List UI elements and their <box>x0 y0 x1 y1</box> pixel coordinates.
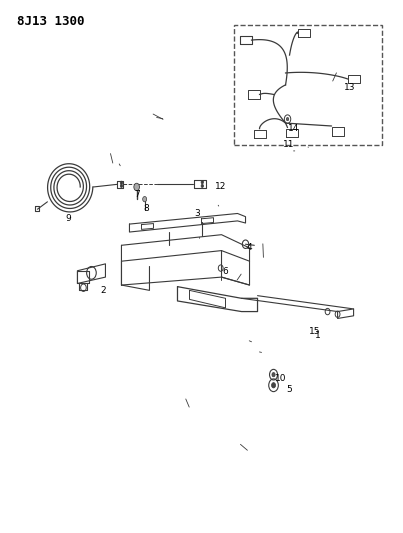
Text: 10: 10 <box>275 374 287 383</box>
Circle shape <box>143 197 147 202</box>
Text: 5: 5 <box>286 385 292 394</box>
Text: 7: 7 <box>135 190 140 199</box>
Circle shape <box>272 383 276 388</box>
Text: 8J13 1300: 8J13 1300 <box>17 14 85 28</box>
Text: 1: 1 <box>315 331 320 340</box>
Circle shape <box>134 183 139 191</box>
Circle shape <box>201 184 204 188</box>
Circle shape <box>272 373 275 377</box>
Text: 15: 15 <box>309 327 320 336</box>
Text: 8: 8 <box>143 204 149 213</box>
Circle shape <box>120 181 123 184</box>
Circle shape <box>201 181 204 184</box>
FancyBboxPatch shape <box>233 25 382 144</box>
Text: 4: 4 <box>247 244 252 253</box>
Text: 14: 14 <box>288 124 299 133</box>
Circle shape <box>287 117 289 120</box>
Text: 13: 13 <box>344 83 355 92</box>
Text: 3: 3 <box>195 209 200 218</box>
Text: 9: 9 <box>66 214 71 223</box>
Text: 12: 12 <box>215 182 226 191</box>
Text: 2: 2 <box>101 286 106 295</box>
Text: 6: 6 <box>222 268 229 276</box>
Circle shape <box>120 184 123 188</box>
Text: 11: 11 <box>283 140 295 149</box>
